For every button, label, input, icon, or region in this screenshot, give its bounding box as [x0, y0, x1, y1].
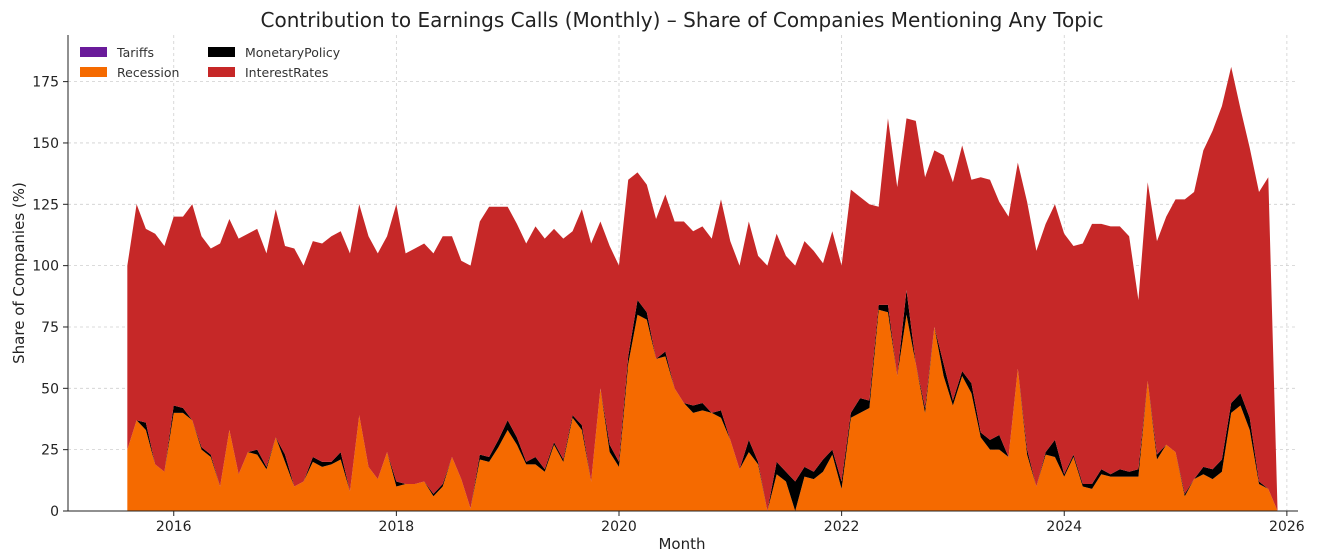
y-tick-label: 100: [32, 259, 59, 275]
legend-swatch-recession: [80, 67, 107, 77]
legend-label-recession: Recession: [117, 65, 179, 80]
y-tick-label: 50: [41, 381, 59, 397]
tick-marks: 0 25 50 75 100 125 150 175 2016 2018 2020 2022 2024 2…: [32, 75, 1305, 535]
x-axis-label: Month: [658, 535, 705, 553]
y-tick-label: 175: [32, 75, 59, 91]
x-tick-label: 2026: [1269, 519, 1305, 535]
area-series-interest-rates: [127, 66, 1319, 511]
legend-swatch-monetary-policy: [208, 47, 235, 57]
x-tick-label: 2016: [156, 519, 192, 535]
chart-title: Contribution to Earnings Calls (Monthly)…: [261, 8, 1104, 32]
legend-label-interest-rates: InterestRates: [245, 65, 328, 80]
axes: [67, 35, 1298, 512]
y-tick-label: 150: [32, 136, 59, 152]
legend: Tariffs MonetaryPolicy Recession Interes…: [80, 45, 341, 80]
legend-swatch-interest-rates: [208, 67, 235, 77]
legend-swatch-tariffs: [80, 47, 107, 57]
x-tick-label: 2018: [379, 519, 415, 535]
y-axis-label: Share of Companies (%): [10, 182, 28, 364]
y-tick-label: 125: [32, 197, 59, 213]
area-series-recession: [127, 309, 1319, 511]
x-tick-label: 2024: [1046, 519, 1082, 535]
area-series-group: [127, 66, 1319, 511]
x-tick-label: 2020: [601, 519, 637, 535]
legend-label-monetary-policy: MonetaryPolicy: [245, 45, 341, 60]
legend-label-tariffs: Tariffs: [116, 45, 154, 60]
y-tick-label: 75: [41, 320, 59, 336]
x-tick-label: 2022: [824, 519, 860, 535]
y-tick-label: 25: [41, 443, 59, 459]
y-tick-label: 0: [50, 504, 59, 520]
